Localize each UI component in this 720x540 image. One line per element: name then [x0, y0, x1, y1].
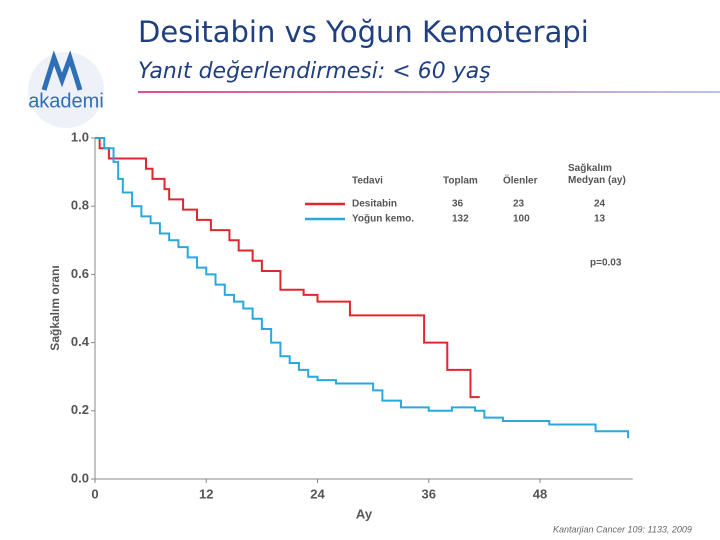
table-cell: 13 [594, 214, 606, 225]
y-tick-label: 0.6 [71, 266, 89, 281]
y-tick-label: 0.8 [71, 198, 89, 213]
x-tick-label: 48 [533, 486, 547, 501]
table-cell: 100 [513, 214, 530, 225]
table-cell: 132 [452, 214, 469, 225]
table-header: Sağkalım Medyan (ay) [568, 163, 626, 186]
legend-label: Yoğun kemo. [352, 214, 414, 225]
chart-subtitle: Yanıt değerlendirmesi: < 60 yaş [138, 59, 491, 84]
table-cell: 24 [594, 199, 606, 210]
table-header: Toplam [443, 176, 478, 187]
logo-text: akademi [28, 90, 104, 112]
y-tick-label: 1.0 [71, 129, 89, 144]
y-tick-label: 0.4 [71, 334, 90, 349]
table-cell: 36 [452, 199, 464, 210]
survival-curve [95, 137, 480, 399]
x-tick-label: 36 [422, 486, 436, 501]
x-tick-label: 0 [91, 486, 98, 501]
table-header: Ölenler [503, 174, 538, 187]
table-cell: 23 [513, 199, 525, 210]
p-value: p=0.03 [590, 258, 622, 269]
y-tick-label: 0.0 [71, 470, 89, 485]
survival-curve [95, 137, 630, 439]
citation: Kantarjian Cancer 109: 1133, 2009 [553, 524, 692, 534]
x-tick-label: 24 [310, 486, 325, 501]
y-axis-label: Sağkalım oranı [48, 265, 62, 350]
legend-label: Desitabin [352, 199, 397, 210]
title-rule [138, 91, 720, 93]
y-tick-label: 0.2 [71, 402, 89, 417]
x-tick-label: 12 [199, 486, 213, 501]
table-header: Tedavi [352, 176, 383, 187]
x-axis-label: Ay [356, 506, 373, 521]
logo: akademi [28, 50, 104, 128]
chart-title: Desitabin vs Yoğun Kemoterapi [138, 15, 589, 49]
